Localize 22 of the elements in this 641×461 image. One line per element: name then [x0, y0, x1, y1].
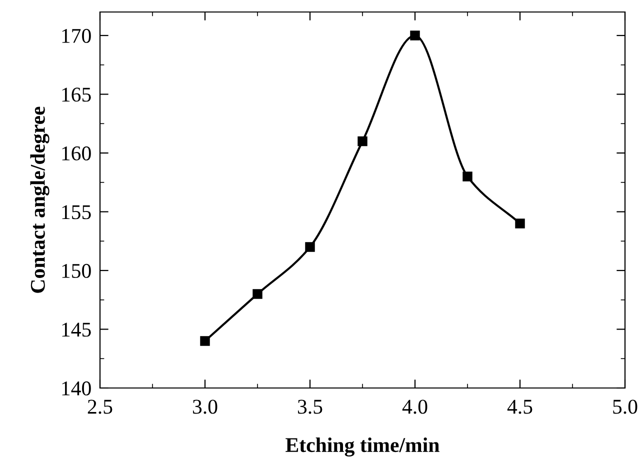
point [305, 242, 315, 252]
x-tick-label: 3.5 [298, 400, 322, 414]
y-tick-label: 155 [62, 205, 91, 220]
point [252, 289, 262, 299]
y-tick-label: 145 [62, 322, 91, 337]
x-tick-label: 5.0 [613, 400, 638, 414]
y-tick-label: 160 [62, 146, 91, 160]
x-tick-label: 2.5 [88, 400, 112, 414]
point [410, 30, 420, 40]
x-tick-label: 3.0 [192, 400, 218, 414]
point [200, 336, 210, 346]
y-tick-label: 140 [62, 381, 91, 396]
x-tick-label: 4.0 [402, 400, 428, 414]
x-axis-title: Etching time/min [286, 437, 440, 457]
point [358, 136, 368, 146]
y-tick-label: 170 [62, 28, 91, 43]
y-axis-title: Contact angle/degree [30, 106, 50, 293]
y-tick-label: 150 [62, 264, 91, 278]
point [462, 172, 472, 182]
x-tick-label: 4.5 [507, 400, 532, 414]
point [515, 218, 525, 228]
y-tick-label: 165 [62, 88, 91, 102]
